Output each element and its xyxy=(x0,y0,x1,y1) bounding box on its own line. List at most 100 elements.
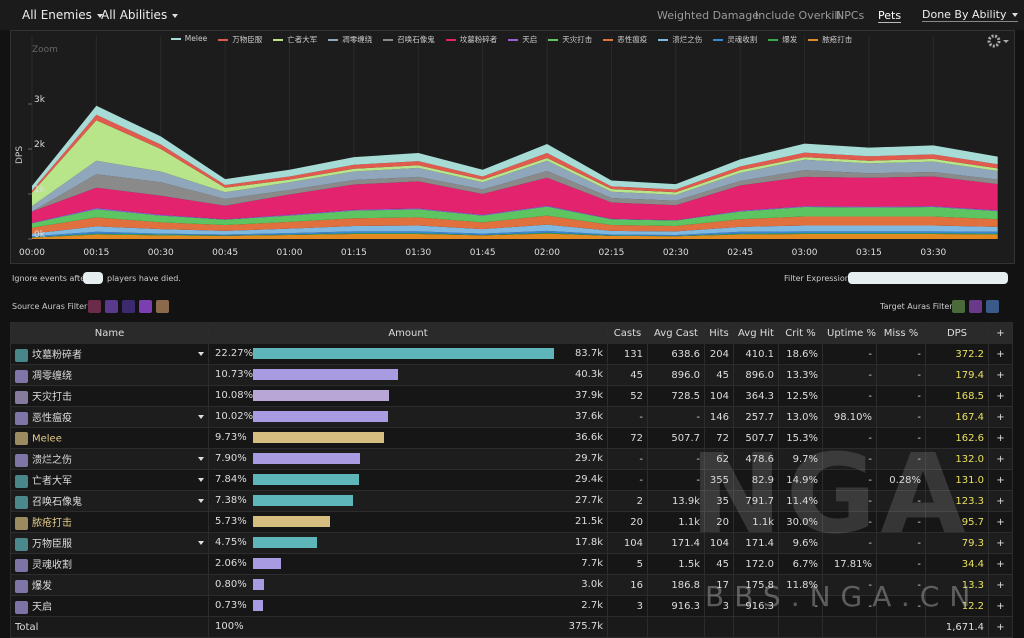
toggle-active[interactable]: Pets xyxy=(878,9,902,23)
ability-name: 召唤石像鬼 xyxy=(32,497,82,509)
name-cell: 灵魂收割 xyxy=(10,553,209,575)
legend-item[interactable]: 亡者大军 xyxy=(273,34,317,45)
legend-item[interactable]: 恶性瘟疫 xyxy=(603,34,647,45)
toggle[interactable]: Include Overkill xyxy=(755,9,841,22)
legend-item[interactable]: 天启 xyxy=(508,34,537,45)
aura-icon[interactable] xyxy=(88,300,101,313)
ability-name: 凋零缠绕 xyxy=(32,371,72,383)
aura-icon[interactable] xyxy=(969,300,982,313)
amount-cell: 0.73% 2.7k xyxy=(208,595,608,617)
add-button[interactable]: + xyxy=(988,343,1013,365)
expand-arrow[interactable] xyxy=(198,415,204,419)
add-button[interactable]: + xyxy=(988,595,1013,617)
add-button[interactable]: + xyxy=(988,553,1013,575)
aura-icon[interactable] xyxy=(952,300,965,313)
dps: 168.5 xyxy=(925,385,989,407)
add-button[interactable]: + xyxy=(988,490,1013,512)
toggle[interactable]: Weighted Damage xyxy=(657,9,759,22)
expand-arrow[interactable] xyxy=(198,352,204,356)
miss: - xyxy=(876,406,926,428)
expand-arrow[interactable] xyxy=(198,457,204,461)
aura-icon[interactable] xyxy=(986,300,999,313)
y-tick-label: 0k xyxy=(34,230,46,240)
area xyxy=(32,215,998,234)
legend-item[interactable]: 凋零缠绕 xyxy=(328,34,372,45)
legend-label: 万物臣服 xyxy=(232,35,263,44)
ability-row: 万物臣服 4.75% 17.8k 104 171.4 104 171.4 9.6% - -79.3… xyxy=(10,532,1013,554)
expand-arrow[interactable] xyxy=(198,541,204,545)
total-row: Total 100% 375.7k 1,671.4 + xyxy=(10,616,1013,638)
x-tick-label: 03:30 xyxy=(920,248,946,258)
amount-bar xyxy=(253,411,389,422)
avg-hit: 410.1 xyxy=(733,343,779,365)
ability-row: 坟墓粉碎者 22.27% 83.7k 131 638.6 204 410.1 18.6% - -3… xyxy=(10,343,1013,365)
legend-swatch xyxy=(548,39,559,41)
name-cell: Total xyxy=(10,616,209,638)
area xyxy=(32,232,998,238)
expand-arrow[interactable] xyxy=(198,499,204,503)
aura-icon[interactable] xyxy=(139,300,152,313)
settings-icon[interactable] xyxy=(987,34,1009,48)
legend-label: 凋零缠绕 xyxy=(342,35,373,44)
percent: 2.06% xyxy=(215,558,247,569)
add-button[interactable]: + xyxy=(988,532,1013,554)
view-dropdown[interactable]: Done By Ability xyxy=(922,8,1018,22)
name-cell: 凋零缠绕 xyxy=(10,364,209,386)
death-count-input[interactable] xyxy=(83,272,103,284)
uptime: 98.10% xyxy=(822,406,877,428)
amount: 7.7k xyxy=(581,558,603,569)
aura-icon[interactable] xyxy=(105,300,118,313)
avg-hit: 896.0 xyxy=(733,364,779,386)
enemy-filter[interactable]: All Enemies xyxy=(22,8,103,22)
legend-item[interactable]: 溃烂之伤 xyxy=(658,34,702,45)
aura-icon[interactable] xyxy=(122,300,135,313)
legend-item[interactable]: Melee xyxy=(170,34,207,45)
avg-cast: 728.5 xyxy=(647,385,705,407)
area xyxy=(32,206,998,228)
amount-cell: 9.73% 36.6k xyxy=(208,427,608,449)
legend-item[interactable]: 爆发 xyxy=(768,34,797,45)
casts: 72 xyxy=(607,427,648,449)
add-button[interactable]: + xyxy=(988,511,1013,533)
percent: 0.73% xyxy=(215,600,247,611)
add-button[interactable]: + xyxy=(988,574,1013,596)
legend-label: 恶性瘟疫 xyxy=(617,35,648,44)
amount: 83.7k xyxy=(574,348,603,359)
expand-arrow[interactable] xyxy=(198,478,204,482)
legend-item[interactable]: 灵魂收割 xyxy=(713,34,757,45)
legend-item[interactable]: 召唤石像鬼 xyxy=(383,34,435,45)
legend-label: 亡者大军 xyxy=(287,35,318,44)
amount: 2.7k xyxy=(581,600,603,611)
aura-icon[interactable] xyxy=(156,300,169,313)
miss: - xyxy=(876,364,926,386)
legend-item[interactable]: 坟墓粉碎者 xyxy=(445,34,497,45)
column-header: Uptime % xyxy=(822,322,877,344)
miss: - xyxy=(876,385,926,407)
add-button[interactable]: + xyxy=(988,364,1013,386)
zoom-label[interactable]: Zoom xyxy=(32,45,58,55)
legend-item[interactable]: 天灾打击 xyxy=(548,34,592,45)
add-button[interactable]: + xyxy=(988,448,1013,470)
add-button[interactable]: + xyxy=(988,385,1013,407)
legend-item[interactable]: 脓疮打击 xyxy=(808,34,852,45)
ability-name: 恶性瘟疫 xyxy=(32,413,72,425)
legend-item[interactable]: 万物臣服 xyxy=(218,34,262,45)
add-button[interactable]: + xyxy=(988,427,1013,449)
percent: 7.38% xyxy=(215,495,247,506)
add-button[interactable]: + xyxy=(988,469,1013,491)
amount: 29.7k xyxy=(574,453,603,464)
filter-expression-input[interactable] xyxy=(848,272,1008,284)
casts: 45 xyxy=(607,364,648,386)
avg-hit: 364.3 xyxy=(733,385,779,407)
add-button[interactable]: + xyxy=(988,616,1013,638)
add-button[interactable]: + xyxy=(988,406,1013,428)
hits: 104 xyxy=(704,385,734,407)
amount-bar xyxy=(253,537,318,548)
ability-name: 脓疮打击 xyxy=(32,518,72,530)
toggle[interactable]: NPCs xyxy=(836,9,865,22)
area xyxy=(32,170,998,212)
ability-filter[interactable]: All Abilities xyxy=(101,8,179,22)
casts xyxy=(607,616,648,638)
amount: 29.4k xyxy=(574,474,603,485)
